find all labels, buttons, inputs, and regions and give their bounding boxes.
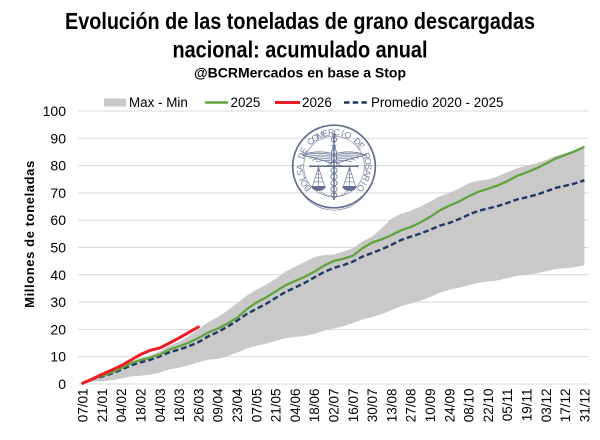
svg-text:O: O bbox=[362, 157, 373, 165]
svg-text:C: C bbox=[305, 135, 317, 147]
svg-text:03/12: 03/12 bbox=[539, 389, 554, 423]
svg-text:50: 50 bbox=[50, 240, 66, 256]
svg-text:E: E bbox=[355, 140, 367, 151]
svg-text:09/04: 09/04 bbox=[211, 388, 226, 422]
svg-text:I: I bbox=[340, 128, 345, 138]
svg-text:31/12: 31/12 bbox=[577, 389, 592, 423]
svg-text:27/08: 27/08 bbox=[404, 389, 419, 423]
svg-text:04/03: 04/03 bbox=[153, 389, 168, 423]
svg-text:Promedio 2020 - 2025: Promedio 2020 - 2025 bbox=[371, 95, 504, 110]
svg-text:04/06: 04/06 bbox=[288, 389, 303, 423]
svg-text:18/06: 18/06 bbox=[307, 389, 322, 423]
svg-text:nacional: acumulado anual: nacional: acumulado anual bbox=[173, 37, 428, 63]
svg-text:21/01: 21/01 bbox=[95, 389, 110, 423]
svg-text:18/03: 18/03 bbox=[172, 389, 187, 423]
svg-text:2025: 2025 bbox=[231, 95, 261, 110]
svg-text:04/02: 04/02 bbox=[114, 389, 129, 423]
svg-text:R: R bbox=[360, 174, 372, 183]
svg-text:16/07: 16/07 bbox=[346, 389, 361, 423]
svg-text:M: M bbox=[315, 129, 326, 141]
svg-text:17/12: 17/12 bbox=[558, 389, 573, 423]
svg-text:30/07: 30/07 bbox=[365, 389, 380, 423]
svg-text:70: 70 bbox=[50, 185, 66, 201]
svg-text:D: D bbox=[296, 151, 308, 160]
svg-text:I: I bbox=[359, 180, 369, 187]
svg-text:S: S bbox=[295, 169, 306, 177]
svg-text:10/09: 10/09 bbox=[423, 389, 438, 423]
svg-text:26/03: 26/03 bbox=[191, 389, 206, 423]
svg-text:30: 30 bbox=[50, 294, 66, 310]
svg-text:Max - Min: Max - Min bbox=[129, 95, 188, 110]
svg-text:C: C bbox=[333, 127, 341, 138]
svg-text:L: L bbox=[296, 174, 307, 182]
svg-text:D: D bbox=[352, 136, 364, 148]
svg-text:B: B bbox=[302, 183, 314, 194]
svg-text:O: O bbox=[343, 129, 353, 141]
svg-text:O: O bbox=[298, 178, 310, 189]
svg-text:08/10: 08/10 bbox=[462, 389, 477, 423]
svg-text:Millones de toneladas: Millones de toneladas bbox=[22, 160, 37, 308]
svg-text:40: 40 bbox=[50, 267, 66, 283]
svg-text:O: O bbox=[309, 132, 320, 144]
svg-text:R: R bbox=[361, 151, 373, 160]
svg-text:60: 60 bbox=[50, 212, 66, 228]
svg-text:80: 80 bbox=[50, 158, 66, 174]
svg-text:100: 100 bbox=[43, 103, 67, 119]
svg-text:23/04: 23/04 bbox=[230, 388, 245, 422]
svg-text:A: A bbox=[295, 164, 305, 170]
svg-text:18/02: 18/02 bbox=[134, 389, 149, 423]
svg-text:0: 0 bbox=[58, 376, 66, 392]
svg-text:22/10: 22/10 bbox=[481, 389, 496, 423]
svg-text:Evolución de las toneladas de: Evolución de las toneladas de grano desc… bbox=[65, 8, 535, 34]
svg-text:05/11: 05/11 bbox=[500, 389, 515, 422]
svg-text:O: O bbox=[354, 182, 366, 194]
svg-text:90: 90 bbox=[50, 130, 66, 146]
svg-text:20: 20 bbox=[50, 321, 66, 337]
svg-text:2026: 2026 bbox=[302, 95, 332, 110]
svg-text:E: E bbox=[321, 128, 329, 139]
svg-text:21/05: 21/05 bbox=[269, 389, 284, 423]
svg-text:07/01: 07/01 bbox=[76, 389, 91, 423]
svg-text:@BCRMercados en base a Stop: @BCRMercados en base a Stop bbox=[194, 65, 406, 81]
svg-text:A: A bbox=[362, 169, 373, 177]
svg-text:24/09: 24/09 bbox=[442, 389, 457, 423]
svg-text:02/07: 02/07 bbox=[327, 389, 342, 423]
svg-text:S: S bbox=[363, 164, 373, 170]
svg-text:19/11: 19/11 bbox=[520, 389, 535, 422]
svg-text:E: E bbox=[298, 146, 310, 156]
svg-text:07/05: 07/05 bbox=[249, 389, 264, 423]
svg-text:10: 10 bbox=[50, 349, 66, 365]
svg-text:13/08: 13/08 bbox=[384, 389, 399, 423]
svg-text:R: R bbox=[328, 127, 335, 138]
